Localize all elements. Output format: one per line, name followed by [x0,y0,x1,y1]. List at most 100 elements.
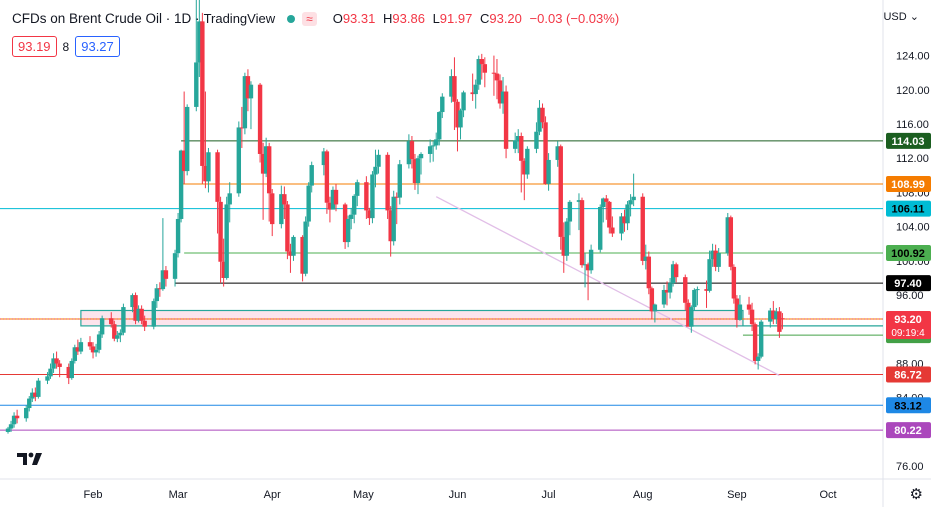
open-label: O [332,11,343,26]
candle-body [692,289,697,308]
candle-body [746,304,752,310]
candle-body [139,308,144,321]
candle-body [534,131,539,149]
candle-body [673,264,679,278]
gear-icon[interactable]: ⚙ [909,486,923,503]
candle-body [516,136,521,141]
candle-body [646,256,652,289]
candle-body [418,153,424,159]
candle-body [388,210,393,242]
support-zone [80,309,744,327]
candle-body [14,415,20,419]
candle-body [427,146,433,154]
candle-body [406,141,412,165]
candle-body [737,304,743,320]
candle-body [704,289,709,291]
current-price-box [886,311,931,340]
candle-body [649,288,655,312]
candle-body [194,62,199,107]
descending-trendline [435,196,780,377]
candle-body [588,249,594,271]
candle-body [370,174,375,219]
candle-body [279,194,284,225]
wave-icon[interactable]: ≈ [302,11,317,26]
candle-body [163,270,169,279]
level-label: 108.99 [891,179,925,191]
candle-body [716,253,721,267]
candle-body [664,289,670,293]
candle-body [282,194,287,205]
candle-body [263,146,269,174]
sell-price-box[interactable]: 93.19 [12,36,57,57]
level-label-box [886,200,931,217]
candle-body [118,332,123,336]
y-tick-label: 104.00 [896,222,930,234]
countdown-label: 09:19:4 [891,328,925,339]
level-label: 97.40 [894,278,922,290]
candle-body [522,160,527,175]
x-tick-label: Feb [84,489,103,501]
candle-body [491,72,497,74]
candle-body [260,153,266,174]
change-value: −0.03 (−0.03%) [529,11,620,26]
candle-body [415,158,421,184]
currency-selector[interactable]: USD ⌄ [883,10,919,23]
candle-body [78,342,84,352]
candle-body [72,347,78,361]
x-tick-label: Jun [449,489,467,501]
candle-body [434,139,439,146]
candle-body [87,342,93,347]
candle-body [567,201,573,222]
candle-body [394,196,399,198]
candle-body [725,217,730,254]
candle-body [558,146,563,237]
candle-body [355,182,360,196]
candle-body [512,140,518,149]
candle-body [115,335,120,339]
ohlc-readout: O93.31 H93.86 L91.97 C93.20 −0.03 (−0.03… [333,11,623,26]
candle-body [197,21,202,63]
candle-body [437,112,442,140]
candle-body [695,289,700,291]
close-value: 93.20 [489,11,522,26]
level-label: 114.03 [891,136,924,148]
candle-body [157,288,163,290]
candle-body [734,298,740,320]
candle-body [458,110,463,128]
level-label: 80.22 [894,425,922,437]
candle-body [181,150,187,172]
candle-body [291,236,296,256]
candle-body [270,193,275,225]
candle-body [503,91,509,149]
candle-body [99,318,105,335]
level-label-box [886,422,931,439]
candle-body [133,295,138,321]
current-price-label: 93.20 [894,314,922,326]
level-label-box [886,175,931,192]
price-boxes: 93.19 8 93.27 [12,36,120,57]
buy-price-box[interactable]: 93.27 [75,36,120,57]
candle-body [670,264,676,284]
candle-body [24,408,29,419]
candle-body [555,146,560,160]
symbol-title[interactable]: CFDs on Brent Crude Oil · 1D · [12,11,200,26]
candle-body [452,76,457,102]
candle-body [327,202,333,210]
candle-body [224,204,229,278]
chevron-down-icon: ⌄ [909,11,919,23]
candle-body [203,165,208,182]
candle-body [348,214,354,219]
candle-body [221,261,226,278]
candle-body [686,302,691,327]
x-tick-label: Sep [727,489,747,501]
candle-body [731,266,737,299]
candle-body [93,349,99,353]
y-tick-label: 120.00 [896,85,930,97]
candle-body [184,106,190,172]
candle-body [482,64,488,73]
candle-body [248,84,254,99]
x-tick-label: Jul [542,489,556,501]
candle-body [640,196,645,261]
